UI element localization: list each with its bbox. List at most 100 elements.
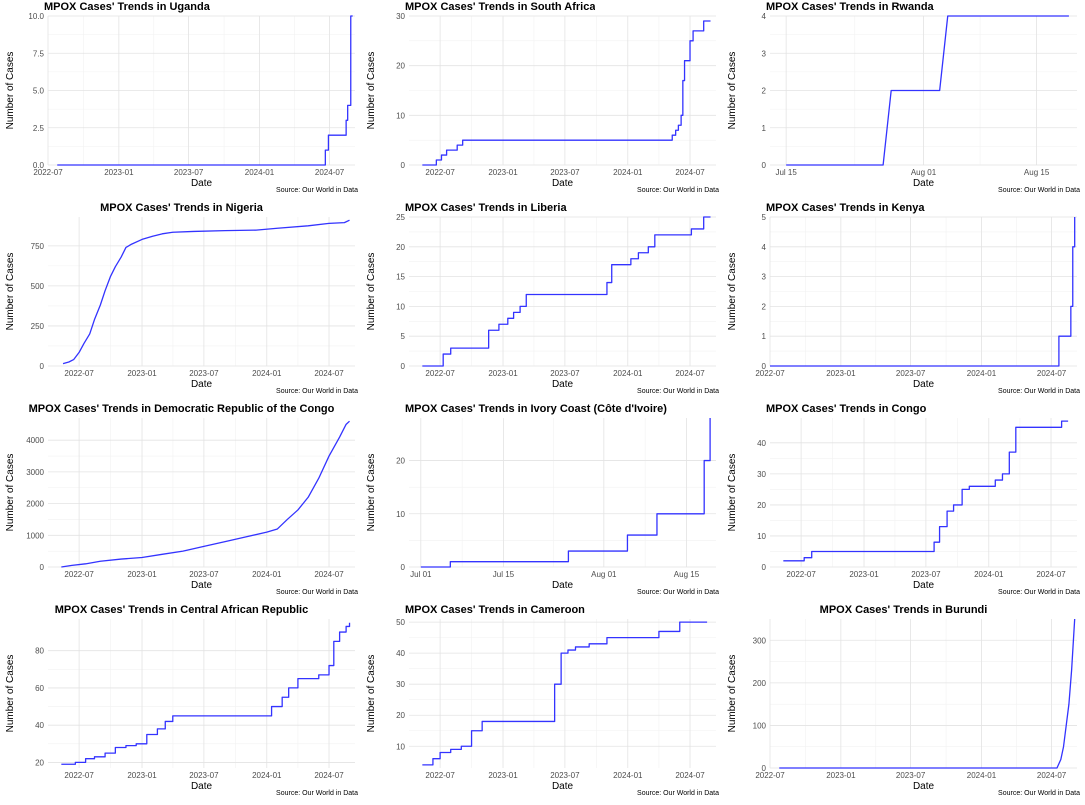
- y-tick-label: 30: [396, 680, 405, 689]
- x-axis-title: Date: [191, 379, 213, 390]
- y-tick-label: 0: [40, 563, 45, 572]
- x-tick-label: 2023-01: [127, 369, 157, 378]
- y-tick-label: 10: [396, 302, 405, 311]
- x-axis-title: Date: [552, 178, 574, 189]
- x-tick-label: Jul 01: [410, 570, 432, 579]
- x-tick-label: 2022-07: [425, 369, 455, 378]
- y-axis-title: Number of Cases: [727, 655, 738, 733]
- x-tick-label: 2022-07: [755, 771, 785, 780]
- x-tick-label: 2023-01: [826, 369, 856, 378]
- x-tick-label: Jul 15: [493, 570, 515, 579]
- chart-panel: MPOX Cases' Trends in Congo 2022-07 2023-0…: [722, 402, 1083, 603]
- x-tick-label: 2024-01: [974, 570, 1004, 579]
- y-tick-label: 4: [762, 12, 767, 21]
- source-caption: Source: Our World in Data: [998, 790, 1080, 797]
- y-tick-label: 100: [753, 721, 767, 730]
- y-tick-label: 10: [396, 510, 405, 519]
- y-tick-label: 20: [396, 62, 405, 71]
- y-tick-label: 20: [757, 501, 766, 510]
- series-line: [57, 15, 353, 166]
- x-tick-label: 2022-07: [425, 168, 455, 177]
- y-tick-label: 10: [396, 111, 405, 120]
- x-tick-label: 2023-01: [488, 771, 518, 780]
- y-tick-label: 5: [762, 213, 767, 222]
- chart-plot: 2022-07 2023-01 2023-07 2024-01 2024-07 0 1 2 3 4…: [727, 213, 1080, 395]
- x-tick-label: 2023-01: [127, 570, 157, 579]
- chart-panel: MPOX Cases' Trends in Burundi 2022-07 2023…: [722, 603, 1083, 804]
- y-tick-label: 2.5: [33, 124, 45, 133]
- x-tick-label: 2024-07: [314, 369, 344, 378]
- y-tick-label: 200: [753, 679, 767, 688]
- source-caption: Source: Our World in Data: [637, 589, 719, 596]
- x-tick-label: 2024-01: [613, 369, 643, 378]
- x-tick-label: 2024-01: [613, 168, 643, 177]
- y-tick-label: 40: [35, 721, 44, 730]
- source-caption: Source: Our World in Data: [276, 589, 358, 596]
- chart-plot: 2022-07 2023-01 2023-07 2024-01 2024-07 20 40 6…: [5, 619, 358, 797]
- x-tick-label: 2023-01: [849, 570, 879, 579]
- y-tick-label: 0: [401, 563, 406, 572]
- x-tick-label: 2022-07: [786, 570, 816, 579]
- y-tick-label: 3: [762, 273, 767, 282]
- series-line: [422, 20, 711, 166]
- y-axis-title: Number of Cases: [727, 253, 738, 331]
- x-tick-label: 2023-01: [488, 369, 518, 378]
- x-tick-label: Aug 01: [591, 570, 617, 579]
- x-tick-label: 2024-01: [967, 771, 997, 780]
- chart-plot: Jul 15 Aug 01 Aug 15 0 1 2 3 4 Date Number of Cas…: [727, 12, 1080, 194]
- chart-plot: 2022-07 2023-01 2023-07 2024-01 2024-07 10 20 3…: [366, 618, 719, 797]
- y-tick-label: 0: [762, 161, 767, 170]
- chart-panel: MPOX Cases' Trends in Liberia 2022-07 2023…: [361, 201, 722, 402]
- chart-plot: 2022-07 2023-01 2023-07 2024-01 2024-07 0 100 2…: [727, 618, 1080, 797]
- y-tick-label: 10: [396, 742, 405, 751]
- series-line: [420, 418, 711, 568]
- x-tick-label: 2024-07: [675, 771, 705, 780]
- x-tick-label: 2023-07: [911, 570, 941, 579]
- series-line: [422, 621, 708, 766]
- y-axis-title: Number of Cases: [366, 52, 377, 130]
- x-tick-label: 2024-01: [252, 369, 282, 378]
- y-tick-label: 0: [401, 161, 406, 170]
- chart-panel: MPOX Cases' Trends in Rwanda Jul 15 Aug 01…: [722, 0, 1083, 201]
- x-tick-label: 2023-01: [826, 771, 856, 780]
- x-axis-title: Date: [552, 781, 574, 792]
- y-tick-label: 40: [757, 439, 766, 448]
- x-tick-label: 2024-01: [252, 570, 282, 579]
- x-tick-label: 2024-07: [314, 771, 344, 780]
- x-tick-label: Aug 15: [1024, 168, 1050, 177]
- chart-plot: 2022-07 2023-01 2023-07 2024-01 2024-07 0 5 10 1…: [366, 213, 719, 395]
- x-tick-label: 2024-07: [1037, 771, 1067, 780]
- x-tick-label: 2022-07: [33, 168, 63, 177]
- y-tick-label: 250: [31, 322, 45, 331]
- source-caption: Source: Our World in Data: [998, 187, 1080, 194]
- x-tick-label: 2024-07: [314, 570, 344, 579]
- source-caption: Source: Our World in Data: [637, 187, 719, 194]
- y-tick-label: 0: [762, 764, 767, 773]
- y-tick-label: 5: [401, 332, 406, 341]
- y-tick-label: 60: [35, 684, 44, 693]
- source-caption: Source: Our World in Data: [998, 388, 1080, 395]
- chart-panel: MPOX Cases' Trends in Nigeria 2022-07 2023…: [0, 201, 361, 402]
- x-tick-label: Aug 15: [674, 570, 700, 579]
- chart-panel: MPOX Cases' Trends in Central African Re…: [0, 603, 361, 804]
- series-line: [422, 216, 711, 367]
- x-tick-label: 2023-01: [488, 168, 518, 177]
- x-axis-title: Date: [552, 379, 574, 390]
- y-tick-label: 50: [396, 618, 405, 627]
- y-tick-label: 10: [757, 532, 766, 541]
- x-tick-label: 2023-01: [104, 168, 134, 177]
- y-tick-label: 500: [31, 282, 45, 291]
- chart-plot: 2022-07 2023-01 2023-07 2024-01 2024-07 0 10 20…: [727, 418, 1080, 596]
- y-tick-label: 3: [762, 49, 767, 58]
- chart-panel: MPOX Cases' Trends in South Africa 2022-0…: [361, 0, 722, 201]
- chart-plot: 2022-07 2023-01 2023-07 2024-01 2024-07 0.0 2.…: [5, 12, 358, 194]
- x-tick-label: 2024-07: [675, 369, 705, 378]
- series-line: [62, 219, 350, 365]
- x-axis-title: Date: [913, 781, 935, 792]
- x-axis-title: Date: [913, 580, 935, 591]
- source-caption: Source: Our World in Data: [276, 790, 358, 797]
- x-tick-label: 2024-07: [1036, 570, 1066, 579]
- y-tick-label: 20: [396, 457, 405, 466]
- y-tick-label: 750: [31, 242, 45, 251]
- y-axis-title: Number of Cases: [727, 454, 738, 532]
